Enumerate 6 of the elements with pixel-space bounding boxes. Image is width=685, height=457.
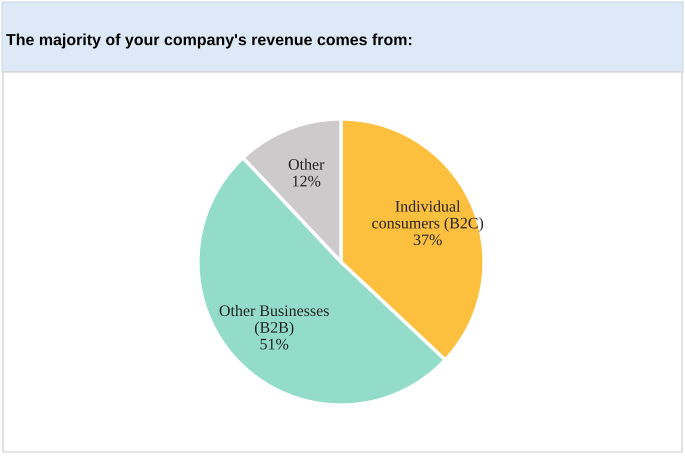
data-label: 12% <box>292 176 320 187</box>
chart-title: The majority of your company's revenue comes from: <box>6 34 412 48</box>
data-label: 37% <box>414 234 442 246</box>
slice-label: Other Businesses (B2B) <box>220 304 329 336</box>
data-label: 51% <box>260 338 288 350</box>
slice-label: Other <box>288 158 324 170</box>
